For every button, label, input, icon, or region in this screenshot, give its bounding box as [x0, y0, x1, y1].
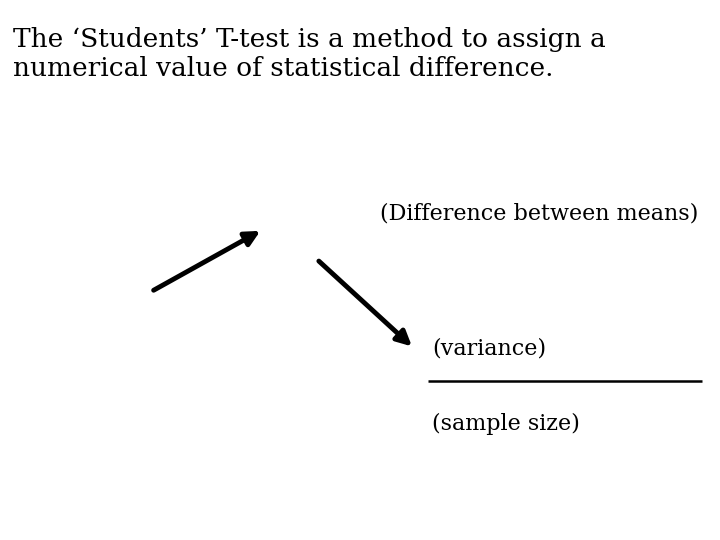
Text: The ‘Students’ T-test is a method to assign a
numerical value of statistical dif: The ‘Students’ T-test is a method to ass…: [13, 27, 606, 81]
Text: (Difference between means): (Difference between means): [380, 202, 698, 224]
Text: (sample size): (sample size): [432, 413, 580, 435]
Text: (variance): (variance): [432, 337, 546, 359]
